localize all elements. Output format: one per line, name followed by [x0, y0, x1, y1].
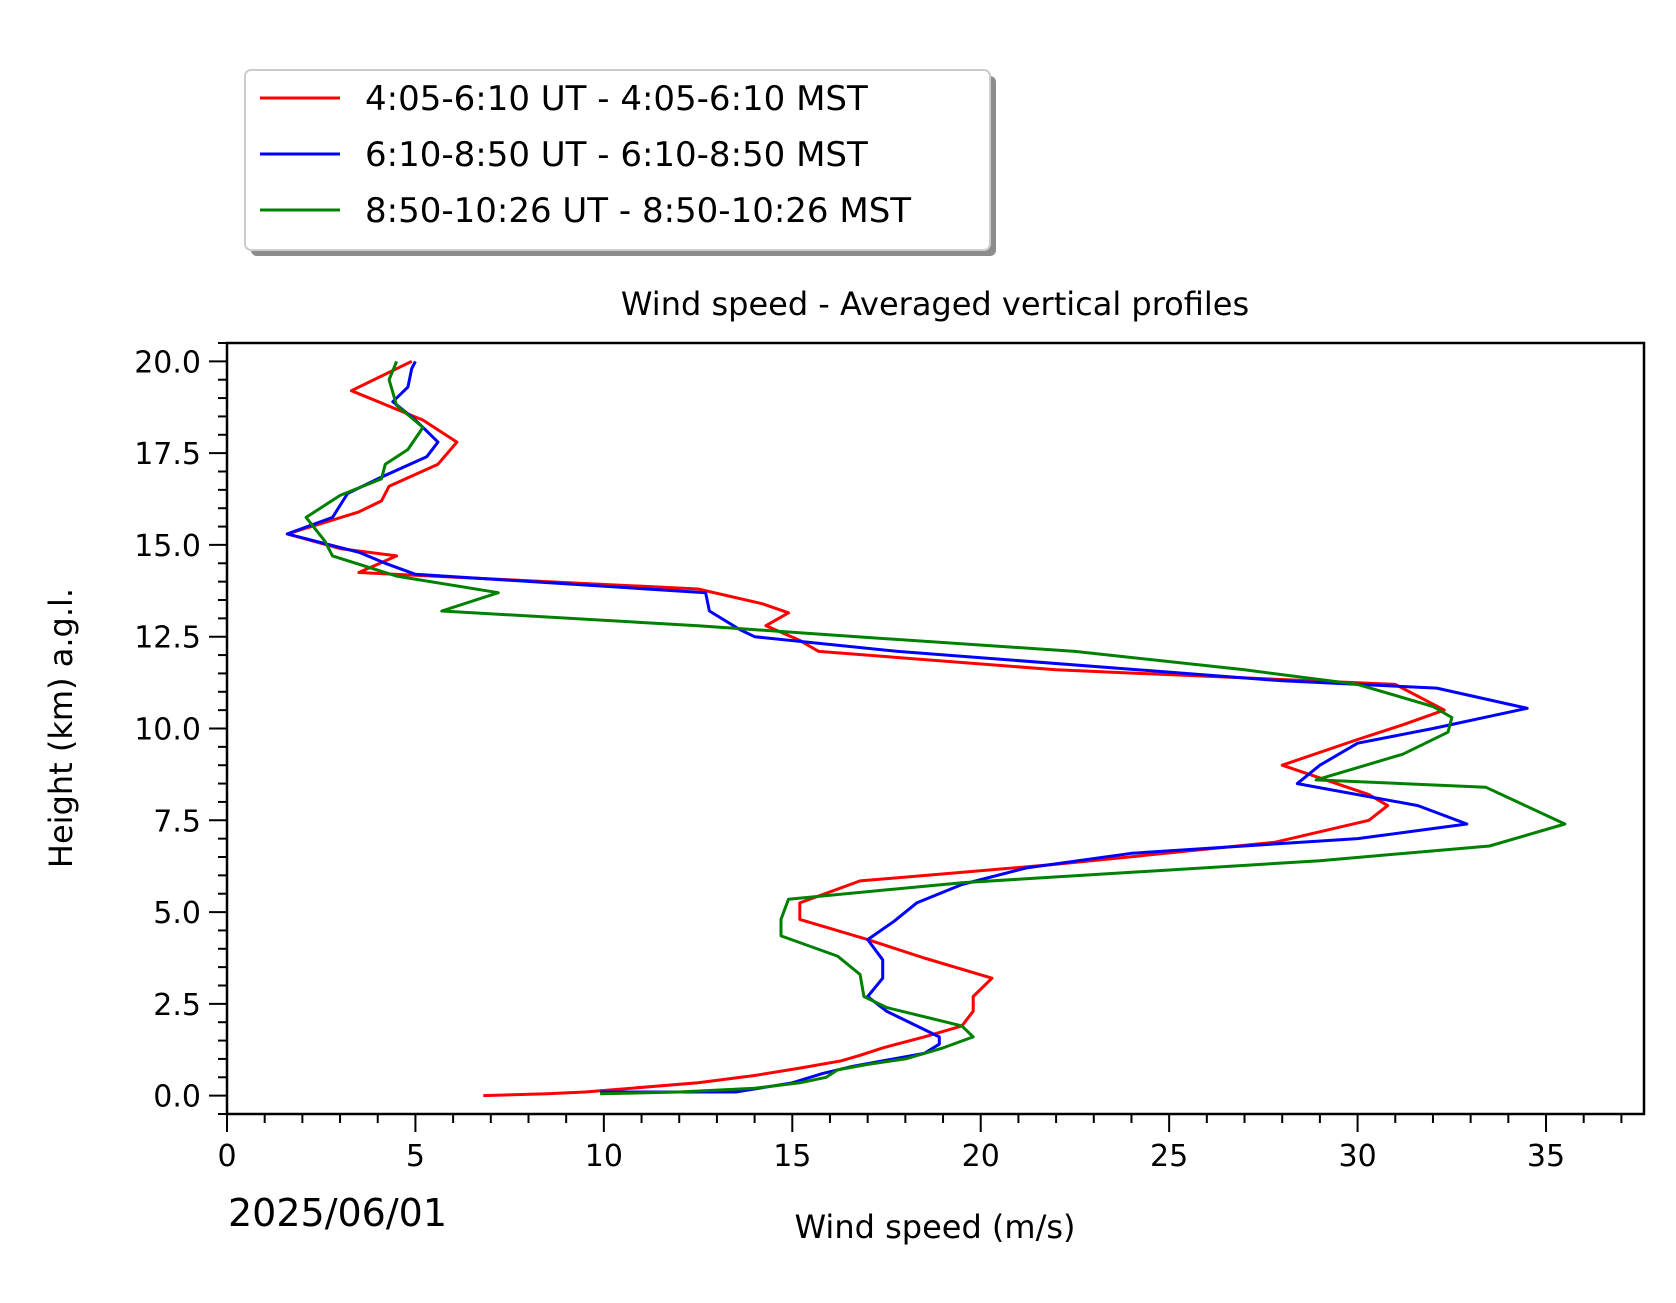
x-tick-label: 10 — [585, 1139, 623, 1174]
x-axis-label: Wind speed (m/s) — [794, 1208, 1075, 1246]
y-tick-label: 17.5 — [134, 437, 201, 472]
y-tick-label: 15.0 — [134, 529, 201, 564]
x-tick-label: 15 — [773, 1139, 811, 1174]
legend-entry-3: 8:50-10:26 UT - 8:50-10:26 MST — [365, 191, 911, 231]
series-line-3 — [304, 360, 1567, 1096]
series-line-2 — [285, 360, 1529, 1094]
legend-frame — [244, 69, 991, 251]
y-tick-label: 10.0 — [134, 713, 201, 748]
x-tick-label: 0 — [217, 1139, 236, 1174]
tick-layer: 0 5 10 15 20 25 30 35 0.0 2.5 5.0 7.5 10.0 12.5 15.0 17… — [134, 342, 1623, 1174]
x-tick-label: 35 — [1527, 1139, 1565, 1174]
y-tick-label: 7.5 — [153, 804, 201, 839]
series-layer — [285, 360, 1567, 1098]
y-tick-label: 20.0 — [134, 345, 201, 380]
legend-entry-2: 6:10-8:50 UT - 6:10-8:50 MST — [365, 135, 868, 175]
x-tick-label: 20 — [962, 1139, 1000, 1174]
date-label: 2025/06/01 — [228, 1191, 447, 1235]
legend-entry-1: 4:05-6:10 UT - 4:05-6:10 MST — [365, 79, 868, 119]
x-tick-label: 30 — [1338, 1139, 1376, 1174]
series-line-1 — [285, 360, 1446, 1098]
x-tick-label: 25 — [1150, 1139, 1188, 1174]
chart-title: Wind speed - Averaged vertical profiles — [621, 285, 1249, 323]
y-tick-label: 0.0 — [153, 1080, 201, 1115]
y-tick-label: 12.5 — [134, 621, 201, 656]
y-axis-label: Height (km) a.g.l. — [42, 588, 80, 868]
legend: 4:05-6:10 UT - 4:05-6:10 MST 6:10-8:50 U… — [244, 69, 996, 256]
y-tick-label: 2.5 — [153, 988, 201, 1023]
y-tick-label: 5.0 — [153, 896, 201, 931]
plot-frame — [225, 341, 1646, 1116]
x-tick-label: 5 — [406, 1139, 425, 1174]
